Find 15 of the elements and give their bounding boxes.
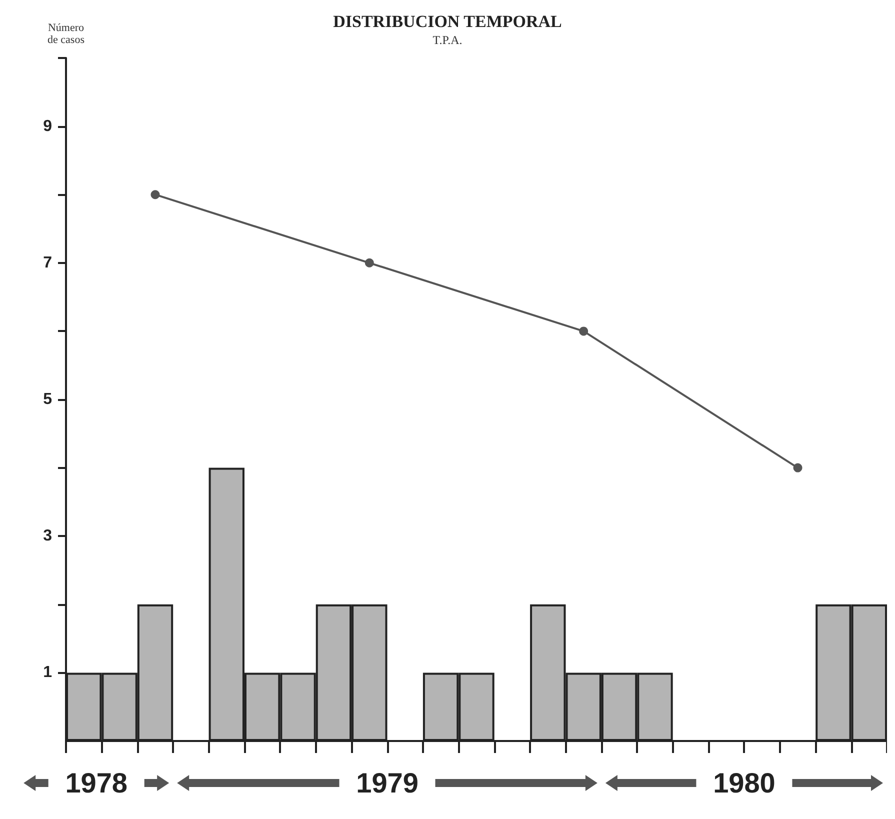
chart-title: DISTRIBUCION TEMPORAL	[333, 12, 562, 31]
text: 1978	[65, 768, 128, 798]
chart-subtitle: T.P.A.	[432, 33, 462, 47]
point	[150, 190, 160, 200]
text: 1980	[713, 768, 776, 798]
y-tick-label: 5	[43, 391, 52, 408]
y-tick-label: 9	[43, 118, 52, 135]
y-tick-label: 1	[43, 664, 52, 682]
point	[364, 258, 374, 268]
point	[579, 326, 588, 336]
y-tick-label: 3	[43, 528, 52, 545]
text: 1979	[356, 768, 418, 798]
y-tick-label: 7	[43, 254, 52, 272]
y-axis-title: Número de casos	[48, 22, 85, 46]
point	[793, 463, 802, 472]
